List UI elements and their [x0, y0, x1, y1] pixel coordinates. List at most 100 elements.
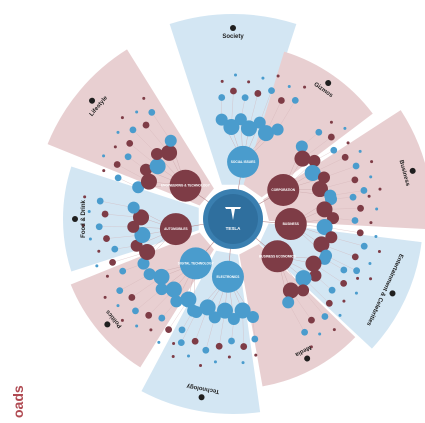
- newspaper-icon: [304, 355, 311, 362]
- topic-node: [199, 299, 216, 316]
- leaf-dot: [318, 332, 322, 336]
- leaf-dot: [368, 261, 372, 265]
- leaf-dot: [241, 361, 245, 365]
- leaf-dot: [338, 313, 342, 317]
- topic-node: [139, 163, 152, 176]
- topic-node: [313, 236, 330, 253]
- leaf-dot: [103, 295, 107, 299]
- topic-node: [317, 171, 330, 184]
- hub-node: [211, 260, 244, 293]
- leaf-dot: [374, 235, 378, 239]
- leaf-dot: [116, 130, 120, 134]
- leaf-dot: [234, 73, 238, 77]
- leaf-dot: [199, 363, 203, 367]
- leaf-dot: [342, 299, 346, 303]
- sector-label: Society: [222, 34, 244, 40]
- topic-node: [315, 128, 323, 136]
- leaf-dot: [367, 194, 371, 198]
- leaf-dot: [247, 80, 251, 84]
- topic-node: [321, 313, 329, 320]
- topic-node: [96, 197, 104, 205]
- topic-node: [254, 90, 262, 97]
- topic-node: [301, 328, 309, 336]
- topic-node: [119, 267, 127, 275]
- topic-node: [132, 181, 145, 194]
- leaf-dot: [303, 85, 307, 89]
- star-icon: [389, 290, 396, 297]
- topic-node: [153, 268, 170, 285]
- topic-node: [271, 123, 284, 136]
- leaf-dot: [102, 169, 106, 173]
- leaf-dot: [142, 96, 146, 100]
- topic-node: [282, 282, 299, 299]
- topic-node: [202, 346, 210, 354]
- center-hub: TESLA: [203, 189, 263, 249]
- topic-node: [304, 165, 321, 181]
- corner-text-fragment: oads: [10, 385, 26, 418]
- topic-node: [150, 148, 163, 161]
- topic-node: [325, 299, 333, 307]
- topic-node: [228, 337, 235, 345]
- topic-node: [187, 304, 200, 317]
- topic-node: [134, 226, 151, 243]
- leaf-dot: [171, 355, 175, 359]
- leaf-dot: [95, 264, 99, 268]
- leaf-dot: [369, 175, 373, 179]
- topic-node: [103, 235, 110, 242]
- topic-node: [241, 94, 249, 102]
- leaf-dot: [287, 84, 291, 88]
- topic-node: [327, 133, 335, 141]
- hub-node: [179, 247, 212, 280]
- topic-node: [132, 307, 139, 315]
- topic-node: [145, 311, 153, 319]
- topic-node: [161, 144, 178, 161]
- leaf-dot: [369, 221, 373, 225]
- topic-node: [170, 295, 183, 308]
- topic-node: [357, 204, 364, 212]
- topic-node: [216, 302, 233, 319]
- hub-label: ELECTRONICS: [217, 275, 240, 279]
- topic-node: [246, 310, 259, 323]
- hub-node: [169, 169, 202, 202]
- topic-node: [165, 281, 182, 298]
- leaf-dot: [343, 126, 347, 130]
- topic-node: [277, 97, 285, 104]
- topic-node: [295, 270, 312, 287]
- leaf-dot: [332, 328, 336, 332]
- topic-node: [308, 154, 321, 167]
- topic-node: [223, 119, 240, 136]
- topic-node: [230, 87, 237, 95]
- sector-label-group: Food & Drink: [72, 200, 87, 238]
- topic-node: [218, 94, 226, 101]
- topic-node: [133, 209, 150, 226]
- leaf-dot: [309, 345, 313, 349]
- topic-node: [253, 116, 266, 129]
- hub-label: SOCIAL ISSUES: [231, 160, 256, 164]
- leaf-dot: [329, 120, 333, 124]
- topic-node: [95, 223, 103, 231]
- hub-label: BUSINESS ECONOMICS: [259, 254, 296, 258]
- topic-node: [297, 284, 310, 297]
- topic-node: [127, 201, 140, 214]
- sector-label: Food & Drink: [81, 200, 87, 238]
- topic-node: [109, 258, 116, 266]
- leaf-dot: [102, 154, 106, 158]
- leaf-dot: [375, 207, 379, 211]
- topic-node: [114, 174, 122, 182]
- topic-node: [126, 140, 134, 147]
- topic-node: [340, 279, 348, 287]
- sector-label: Technology: [186, 382, 220, 394]
- topic-nodes: SOCIAL ISSUES CORPORATION BUSINESS BUSINESS…: [81, 73, 382, 367]
- topic-node: [191, 337, 199, 345]
- topic-node: [208, 311, 221, 324]
- person-icon: [409, 167, 416, 174]
- topic-node: [340, 266, 348, 274]
- leaf-dot: [157, 340, 161, 344]
- hub-node: [261, 240, 294, 273]
- topic-node: [240, 343, 248, 350]
- leaf-dot: [354, 291, 358, 295]
- topic-node: [111, 245, 119, 253]
- leaf-dot: [377, 249, 381, 253]
- topic-node: [178, 326, 186, 334]
- topic-node: [351, 217, 359, 224]
